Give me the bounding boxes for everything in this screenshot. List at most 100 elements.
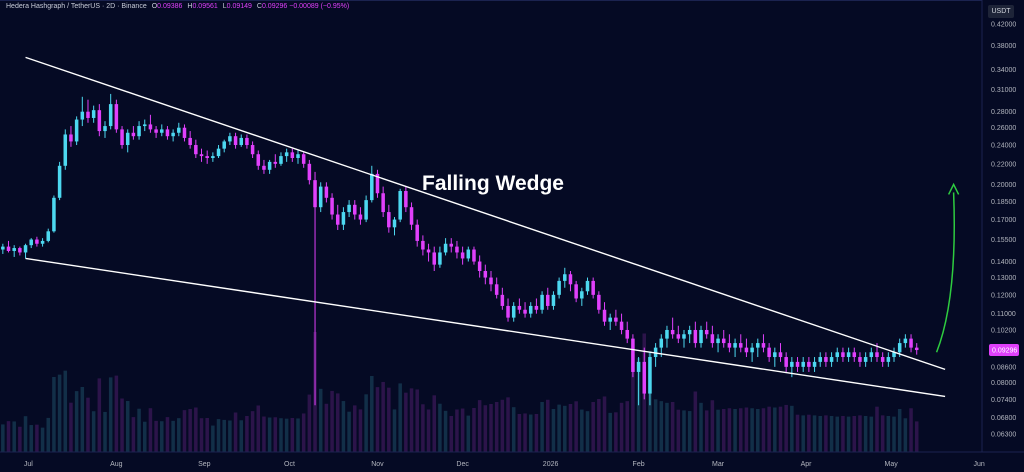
candle-body [619,321,624,330]
candle-body [142,124,147,127]
candle [449,238,454,253]
volume-bar [699,402,703,452]
candle-body [909,338,913,348]
candle [716,334,720,353]
price-tick-label: 0.12000 [991,292,1016,299]
candle-body [710,334,715,344]
volume-bar [137,408,141,452]
candle [194,139,198,159]
volume-bar [682,410,686,452]
candle [761,334,766,353]
candle-body [875,352,879,358]
symbol-title: Hedera Hashgraph / TetherUS · 2D · Binan… [6,3,147,10]
candle [353,200,357,220]
candle-body [914,347,919,351]
time-tick-label: Sep [198,461,211,468]
candle-body [852,352,857,358]
candle-body [500,294,505,306]
candle-body [517,305,522,310]
candle [489,270,493,292]
candle [636,357,641,406]
time-axis[interactable]: Jul Aug Sep Oct Nov Dec 2026 Feb Mar Apr May Jun [0,451,1024,472]
candle-body [279,156,283,164]
candle [568,270,573,292]
high-value: 0.09561 [192,3,218,10]
volume-bar [716,409,720,452]
volume-bar [335,393,340,452]
candle [812,357,817,372]
time-tick-label: Aug [110,461,123,468]
time-axis-background [0,452,1024,472]
candle-body [29,239,33,246]
candle-body [858,357,862,362]
candle-body [250,145,255,155]
candle-body [670,329,675,335]
candle [120,126,124,149]
candle [563,267,567,288]
volume-bar [523,413,527,452]
volume-bar [625,401,629,452]
currency-button[interactable]: USDT [988,5,1014,18]
volume-bar [761,408,766,452]
candle [63,129,68,170]
volume-bar [438,403,442,452]
candle-body [551,294,556,306]
volume-bar [353,405,357,452]
volume-bar [477,400,482,452]
volume-bar [676,409,681,452]
volume-bar [710,400,715,452]
price-tick-label: 0.13000 [991,275,1016,282]
candle [500,287,505,310]
candle-body [738,343,743,348]
price-tick-label: 0.20000 [991,182,1016,189]
volume-bar [222,419,226,452]
volume-bar [721,409,726,452]
candle-body [727,343,732,348]
candle [670,317,675,339]
candle [477,255,482,278]
volume-bar [228,420,232,452]
time-tick-label: Jul [24,461,33,468]
candle [131,126,136,140]
price-axis[interactable]: 0.42000 0.38000 0.34000 0.31000 0.28000 0.260… [981,0,1024,472]
volume-bar [415,389,419,452]
volume-bar [142,421,147,452]
candle [216,145,221,159]
candle [721,329,726,348]
candle [313,171,317,406]
volume-bar [460,408,465,452]
volume-bar [903,418,908,452]
candle [534,298,539,314]
candle [829,352,834,367]
candle-body [608,317,612,322]
candle [472,246,476,265]
price-tick-label: 0.38000 [991,43,1016,50]
candle-body [415,224,419,241]
candle [165,126,170,140]
candle-body [284,152,289,157]
candle-body [659,338,664,348]
candle [869,347,874,362]
candle-body [591,280,595,295]
time-tick-label: May [885,461,899,468]
candle [625,321,629,344]
volume-bar [897,409,902,452]
volume-bar [392,409,397,452]
candle-body [483,270,488,278]
candle-body [370,173,374,201]
candle-body [625,329,629,339]
volume-bar [296,418,300,452]
candle [506,298,510,322]
candle-body [245,137,249,146]
candle-body [324,186,329,198]
candle [511,302,516,322]
candle [46,228,51,243]
candle-body [91,110,96,118]
candle-body [177,127,181,133]
candle [137,121,141,140]
candle [307,159,312,185]
volume-bar [727,408,732,452]
volume-bar [239,420,244,452]
